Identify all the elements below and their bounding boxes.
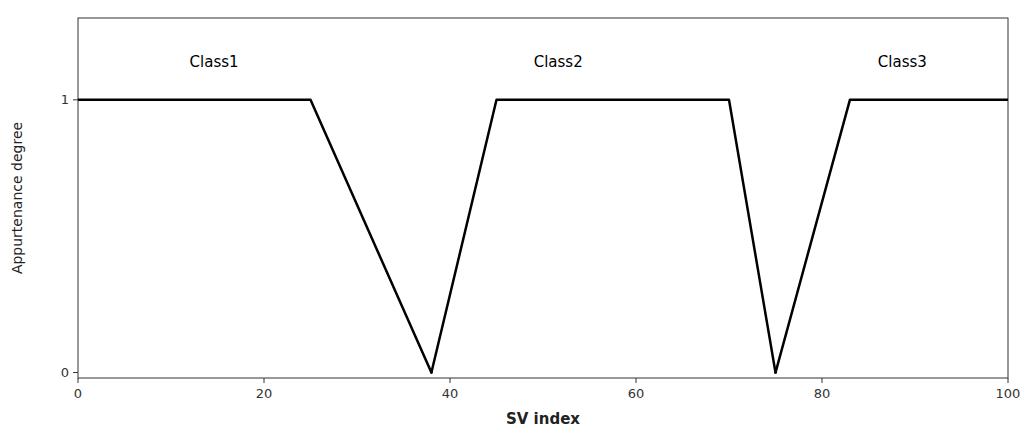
y-tick-label: 0 (61, 365, 69, 380)
chart: 02040608010001SV indexAppurtenance degre… (0, 0, 1032, 438)
series-line (776, 100, 1009, 373)
y-axis-label: Appurtenance degree (9, 122, 25, 274)
x-tick-label: 100 (996, 386, 1021, 401)
x-axis: 0 20 40 60 80 100 (74, 378, 1021, 401)
series-group (78, 100, 1008, 373)
x-tick-label: 20 (256, 386, 273, 401)
annotations: Class1 Class2 Class3 (190, 53, 927, 71)
x-tick-label: 40 (442, 386, 459, 401)
series-line (78, 100, 431, 373)
y-axis: 01 (61, 92, 78, 380)
x-tick (1008, 378, 1009, 383)
y-tick-label: 1 (61, 92, 69, 107)
annotation: Class1 (190, 53, 239, 71)
x-tick (264, 378, 265, 383)
annotation: Class3 (878, 53, 927, 71)
x-tick (636, 378, 637, 383)
x-tick-label: 80 (814, 386, 831, 401)
y-tick (73, 372, 78, 373)
x-tick (822, 378, 823, 383)
x-tick-label: 0 (74, 386, 82, 401)
series-line (431, 100, 775, 373)
x-tick (78, 378, 79, 383)
x-tick (450, 378, 451, 383)
x-tick-label: 60 (628, 386, 645, 401)
y-tick (73, 99, 78, 100)
chart-container: 02040608010001SV indexAppurtenance degre… (0, 0, 1032, 438)
plot-frame (78, 18, 1008, 378)
x-axis-label: SV index (506, 410, 580, 428)
annotation: Class2 (534, 53, 583, 71)
